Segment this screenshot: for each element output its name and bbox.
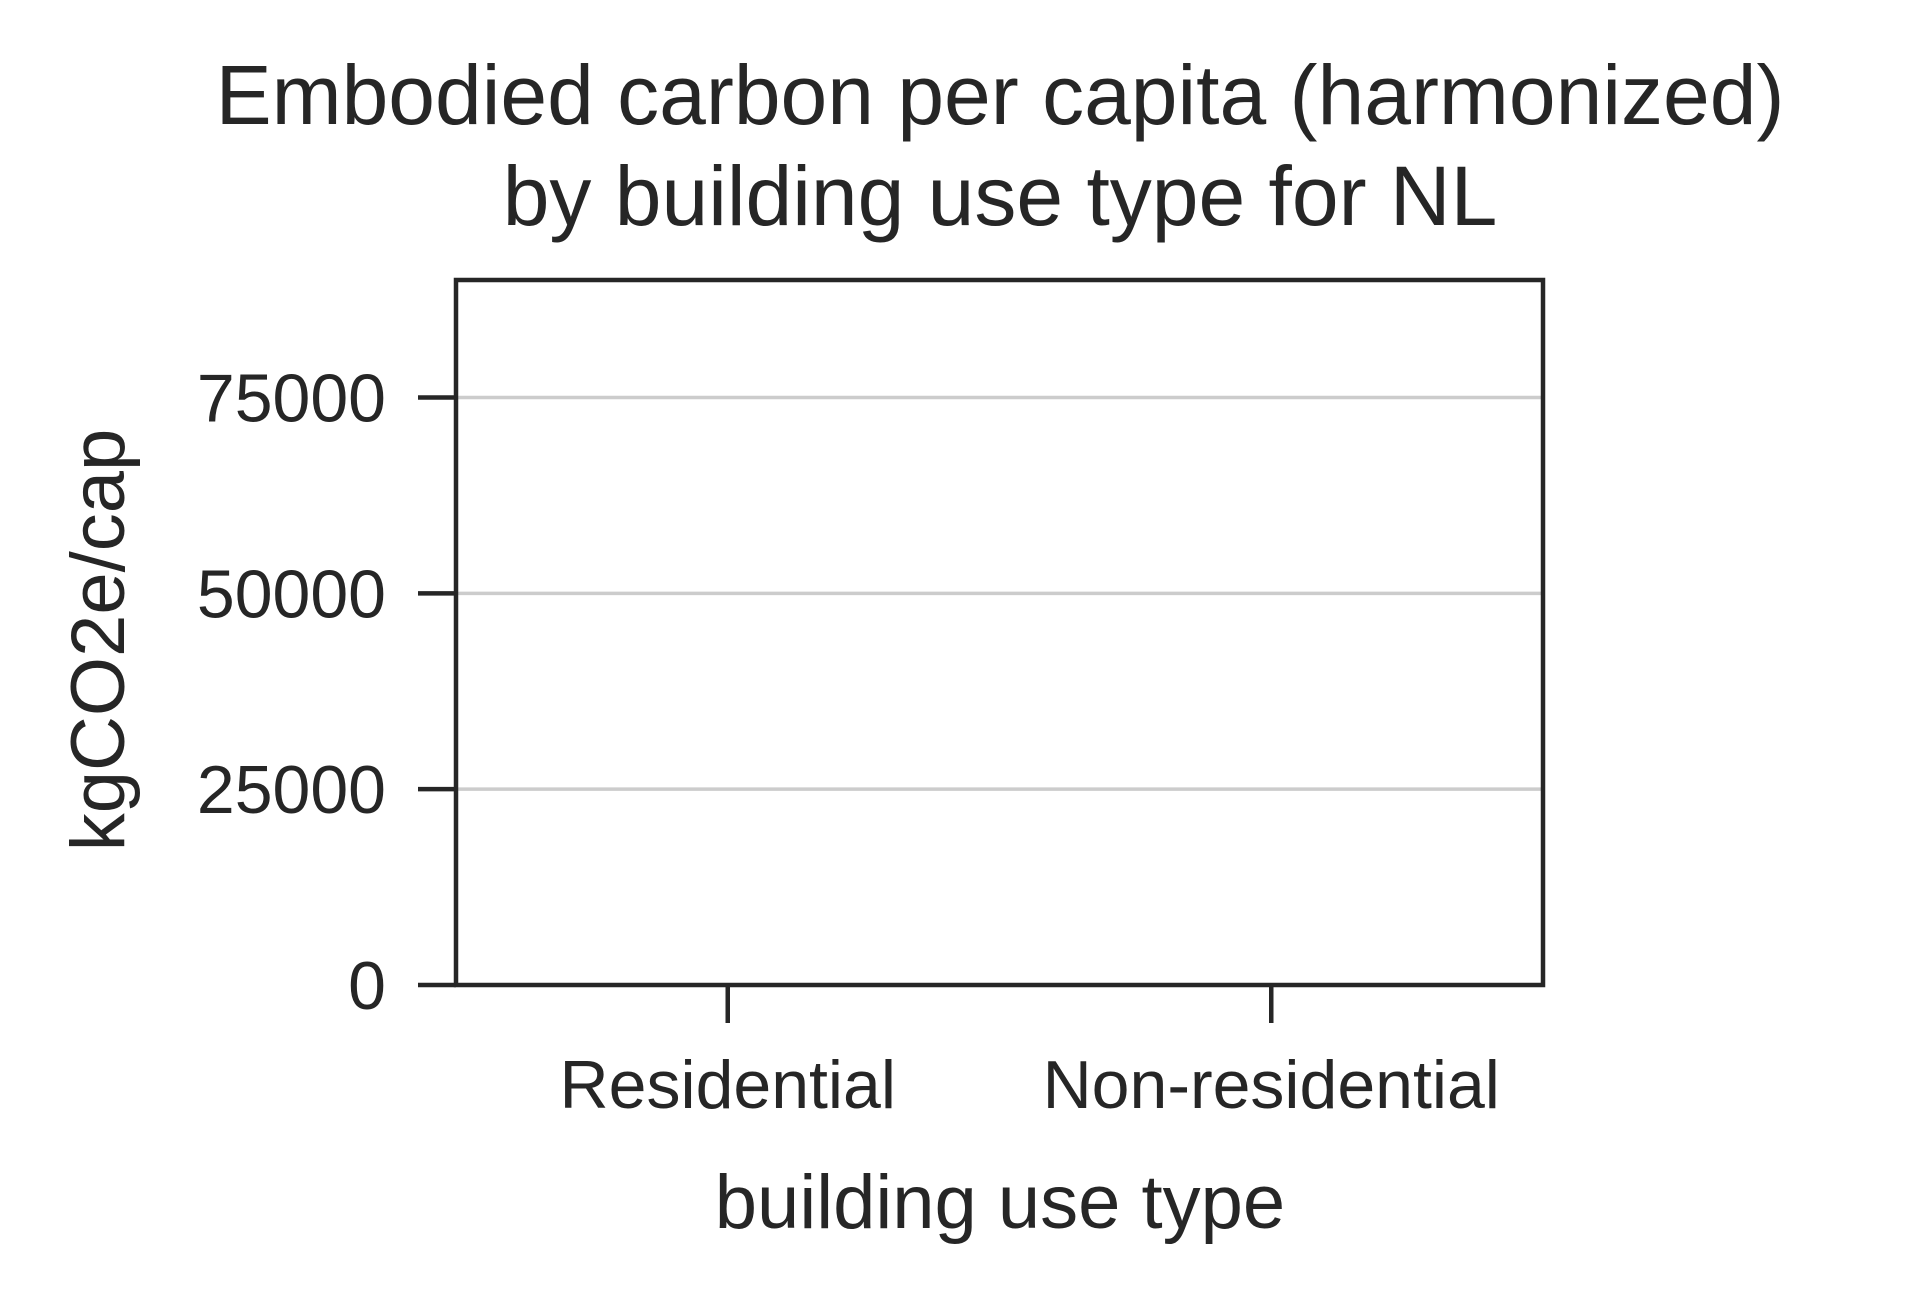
y-tick-label: 25000 xyxy=(197,752,386,828)
y-tick-label: 75000 xyxy=(197,361,386,437)
y-axis-ticks: 0 25000 50000 75000 xyxy=(197,361,456,1024)
y-axis-label: kgCO2e/cap xyxy=(56,429,141,851)
plot-frame xyxy=(453,277,1546,988)
x-tick-label: Non-residential xyxy=(1043,1047,1500,1123)
axes xyxy=(453,277,1546,988)
x-axis-ticks: Residential Non-residential xyxy=(560,985,1500,1123)
chart-title-line-1: Embodied carbon per capita (harmonized) xyxy=(216,48,1785,142)
chart-title: Embodied carbon per capita (harmonized) … xyxy=(216,48,1785,243)
x-axis-label: building use type xyxy=(715,1160,1285,1245)
gridlines xyxy=(456,395,1543,791)
y-tick-label: 0 xyxy=(348,948,386,1024)
y-tick-label: 50000 xyxy=(197,556,386,632)
chart-title-line-2: by building use type for NL xyxy=(503,149,1498,243)
x-tick-label: Residential xyxy=(560,1047,896,1123)
